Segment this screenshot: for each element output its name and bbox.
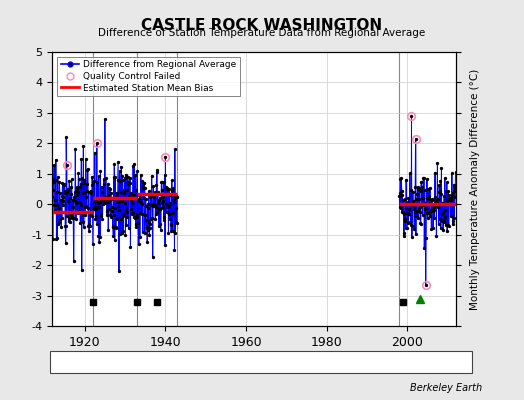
Text: Record Gap: Record Gap <box>176 358 228 366</box>
Text: ■: ■ <box>380 357 390 367</box>
Text: ♦: ♦ <box>58 357 68 367</box>
Legend: Difference from Regional Average, Quality Control Failed, Estimated Station Mean: Difference from Regional Average, Qualit… <box>57 56 240 96</box>
Text: Berkeley Earth: Berkeley Earth <box>410 383 482 393</box>
Text: Time of Obs. Change: Time of Obs. Change <box>270 358 364 366</box>
Text: CASTLE ROCK WASHINGTON: CASTLE ROCK WASHINGTON <box>141 18 383 33</box>
Text: Empirical Break: Empirical Break <box>396 358 467 366</box>
Text: ▲: ▲ <box>158 357 167 367</box>
Text: ▼: ▼ <box>253 357 261 367</box>
Text: Station Move: Station Move <box>76 358 136 366</box>
Y-axis label: Monthly Temperature Anomaly Difference (°C): Monthly Temperature Anomaly Difference (… <box>470 68 480 310</box>
Text: Difference of Station Temperature Data from Regional Average: Difference of Station Temperature Data f… <box>99 28 425 38</box>
